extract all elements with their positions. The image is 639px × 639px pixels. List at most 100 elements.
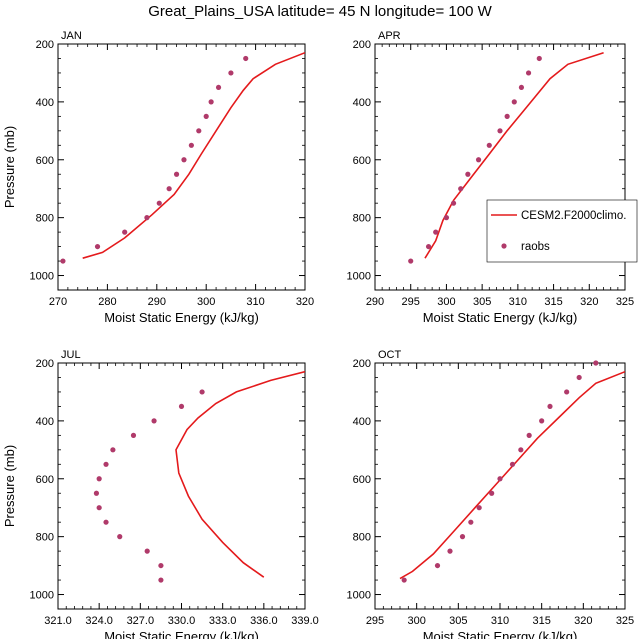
x-tick-label: 325 bbox=[616, 296, 634, 308]
raobs-point bbox=[518, 447, 524, 453]
x-tick-label: 327.0 bbox=[127, 615, 155, 627]
raobs-point bbox=[196, 128, 202, 134]
raobs-point bbox=[465, 171, 471, 177]
plot-frame bbox=[57, 362, 306, 610]
y-tick-label: 800 bbox=[36, 532, 54, 544]
raobs-point bbox=[96, 476, 102, 482]
raobs-point bbox=[576, 374, 582, 381]
panel-title: APR bbox=[378, 30, 401, 42]
y-tick-label: 400 bbox=[353, 416, 371, 428]
panel-title: JUL bbox=[61, 349, 81, 361]
raobs-point bbox=[447, 548, 453, 554]
panel-jul: 321.0 324.0 327.0 330.0 333.0 336.0 339.0 200 40… bbox=[2, 349, 319, 639]
y-tick-label: 200 bbox=[353, 358, 371, 370]
raobs-point bbox=[539, 418, 545, 424]
raobs-point bbox=[94, 243, 101, 250]
raobs-point bbox=[173, 171, 180, 177]
panel-jan: 270 280 290 300 310 320 200 400 600 800 1000 JAN Moi… bbox=[2, 30, 314, 325]
model-line bbox=[424, 51, 604, 259]
raobs-point bbox=[151, 418, 157, 424]
panels: 270 280 290 300 310 320 200 400 600 800 1000 JAN Moi… bbox=[2, 30, 634, 639]
y-tick-label: 200 bbox=[36, 358, 54, 370]
raobs-point bbox=[215, 84, 222, 91]
raobs-point bbox=[188, 142, 194, 148]
raobs-point bbox=[509, 461, 516, 467]
panel-title: JAN bbox=[61, 30, 82, 42]
y-tick-label: 600 bbox=[353, 155, 371, 167]
raobs-point bbox=[458, 186, 464, 192]
x-tick-label: 290 bbox=[148, 296, 166, 308]
plot-frame bbox=[57, 43, 306, 291]
raobs-point bbox=[156, 200, 162, 206]
raobs-point bbox=[96, 505, 102, 511]
x-tick-label: 320 bbox=[574, 615, 592, 627]
raobs-point bbox=[208, 99, 214, 105]
raobs-point bbox=[433, 229, 439, 235]
y-tick-label: 200 bbox=[353, 39, 371, 51]
x-tick-label: 300 bbox=[407, 615, 425, 627]
raobs-point bbox=[243, 55, 249, 62]
raobs-point bbox=[178, 403, 185, 410]
raobs-point bbox=[593, 360, 599, 366]
raobs-point bbox=[144, 548, 150, 554]
raobs-point bbox=[486, 142, 492, 148]
raobs-point bbox=[199, 389, 205, 395]
x-tick-label: 310 bbox=[491, 615, 509, 627]
y-axis-label: Pressure (mb) bbox=[2, 126, 17, 208]
y-tick-label: 600 bbox=[353, 474, 371, 486]
y-tick-label: 1000 bbox=[30, 271, 54, 283]
x-tick-label: 339.0 bbox=[291, 615, 319, 627]
panel-apr: 290 295 300 305 310 315 320 325 200 400 600 800 1000… bbox=[347, 30, 635, 325]
y-tick-label: 600 bbox=[36, 474, 54, 486]
x-tick-label: 333.0 bbox=[209, 615, 237, 627]
y-tick-label: 1000 bbox=[347, 271, 371, 283]
raobs-point bbox=[459, 534, 466, 540]
raobs-point bbox=[525, 70, 532, 76]
raobs-point bbox=[536, 55, 542, 62]
y-tick-label: 1000 bbox=[347, 590, 371, 602]
raobs-point bbox=[158, 577, 164, 583]
raobs-point bbox=[122, 229, 128, 235]
x-tick-label: 300 bbox=[437, 296, 455, 308]
y-tick-label: 400 bbox=[353, 97, 371, 109]
x-tick-label: 305 bbox=[449, 615, 467, 627]
raobs-point bbox=[468, 519, 474, 525]
raobs-point bbox=[518, 84, 525, 91]
x-tick-label: 321.0 bbox=[44, 615, 72, 627]
raobs-point bbox=[93, 490, 100, 496]
raobs-point bbox=[497, 476, 503, 482]
x-axis-label: Moist Static Energy (kJ/kg) bbox=[104, 310, 259, 325]
raobs-point bbox=[511, 99, 517, 105]
legend-marker-swatch bbox=[501, 243, 507, 249]
x-axis-label: Moist Static Energy (kJ/kg) bbox=[423, 629, 578, 639]
raobs-point bbox=[228, 70, 234, 76]
legend-label: raobs bbox=[521, 241, 550, 253]
panel-title: OCT bbox=[378, 349, 402, 361]
y-tick-label: 1000 bbox=[30, 590, 54, 602]
raobs-point bbox=[203, 113, 209, 119]
y-tick-label: 200 bbox=[36, 39, 54, 51]
x-tick-label: 295 bbox=[366, 615, 384, 627]
x-tick-label: 280 bbox=[98, 296, 116, 308]
x-tick-label: 300 bbox=[197, 296, 215, 308]
x-tick-label: 295 bbox=[402, 296, 420, 308]
x-tick-label: 310 bbox=[246, 296, 264, 308]
raobs-point bbox=[401, 577, 407, 583]
model-line bbox=[175, 370, 305, 578]
model-line bbox=[82, 51, 305, 259]
raobs-point bbox=[166, 186, 172, 192]
y-tick-label: 800 bbox=[353, 532, 371, 544]
raobs-point bbox=[475, 157, 482, 163]
raobs-point bbox=[110, 447, 116, 453]
x-tick-label: 315 bbox=[544, 296, 562, 308]
y-axis-label: Pressure (mb) bbox=[2, 445, 17, 527]
x-axis-label: Moist Static Energy (kJ/kg) bbox=[423, 310, 578, 325]
x-tick-label: 325 bbox=[616, 615, 634, 627]
x-tick-label: 336.0 bbox=[250, 615, 278, 627]
raobs-point bbox=[526, 432, 532, 438]
x-tick-label: 320 bbox=[296, 296, 314, 308]
raobs-point bbox=[130, 432, 137, 438]
raobs-point bbox=[60, 258, 66, 264]
plot-frame bbox=[374, 43, 626, 291]
y-tick-label: 400 bbox=[36, 416, 54, 428]
